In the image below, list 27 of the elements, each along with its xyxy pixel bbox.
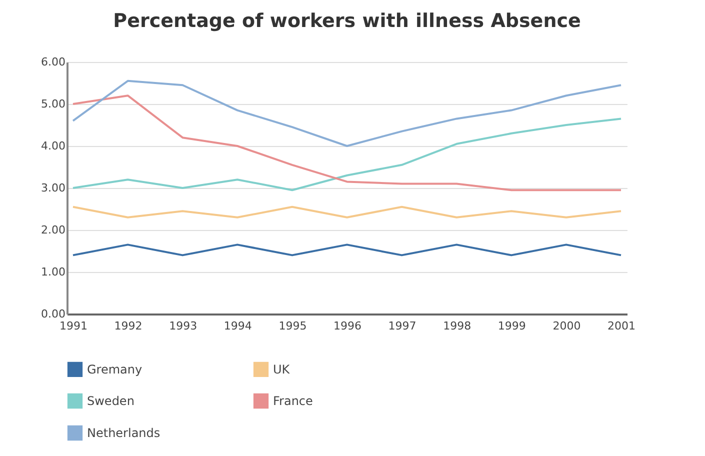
x-tick-label: 2001 xyxy=(608,320,636,332)
y-tick-label: 2.00 xyxy=(41,224,66,236)
x-tick-label: 1994 xyxy=(224,320,252,332)
legend-label: Netherlands xyxy=(87,426,160,440)
line-series xyxy=(72,94,622,192)
x-tick-label: 2000 xyxy=(552,320,581,332)
y-tick-label: 6.00 xyxy=(41,56,66,68)
x-tick-label: 1998 xyxy=(443,320,472,332)
legend-label: Sweden xyxy=(87,394,134,408)
y-tick-label: 5.00 xyxy=(41,98,66,110)
line-series xyxy=(72,80,622,147)
x-tick-label: 1999 xyxy=(498,320,526,332)
x-tick-label: 1996 xyxy=(334,320,362,332)
x-tick-label: 1993 xyxy=(169,320,198,332)
x-tick-label: 1997 xyxy=(388,320,416,332)
y-tick-label: 3.00 xyxy=(41,182,66,194)
y-tick-label: 1.00 xyxy=(41,266,66,278)
line-series xyxy=(72,118,622,192)
legend-label: Gremany xyxy=(87,362,142,376)
y-tick-label: 4.00 xyxy=(41,140,66,152)
legend-label: UK xyxy=(273,362,291,376)
x-tick-label: 1992 xyxy=(114,320,142,332)
y-tick-label: 0.00 xyxy=(41,308,66,320)
legend-label: France xyxy=(273,394,313,408)
chart-title: Percentage of workers with illness Absence xyxy=(113,10,581,32)
x-tick-label: 1991 xyxy=(60,320,88,332)
x-tick-label: 1995 xyxy=(278,320,307,332)
